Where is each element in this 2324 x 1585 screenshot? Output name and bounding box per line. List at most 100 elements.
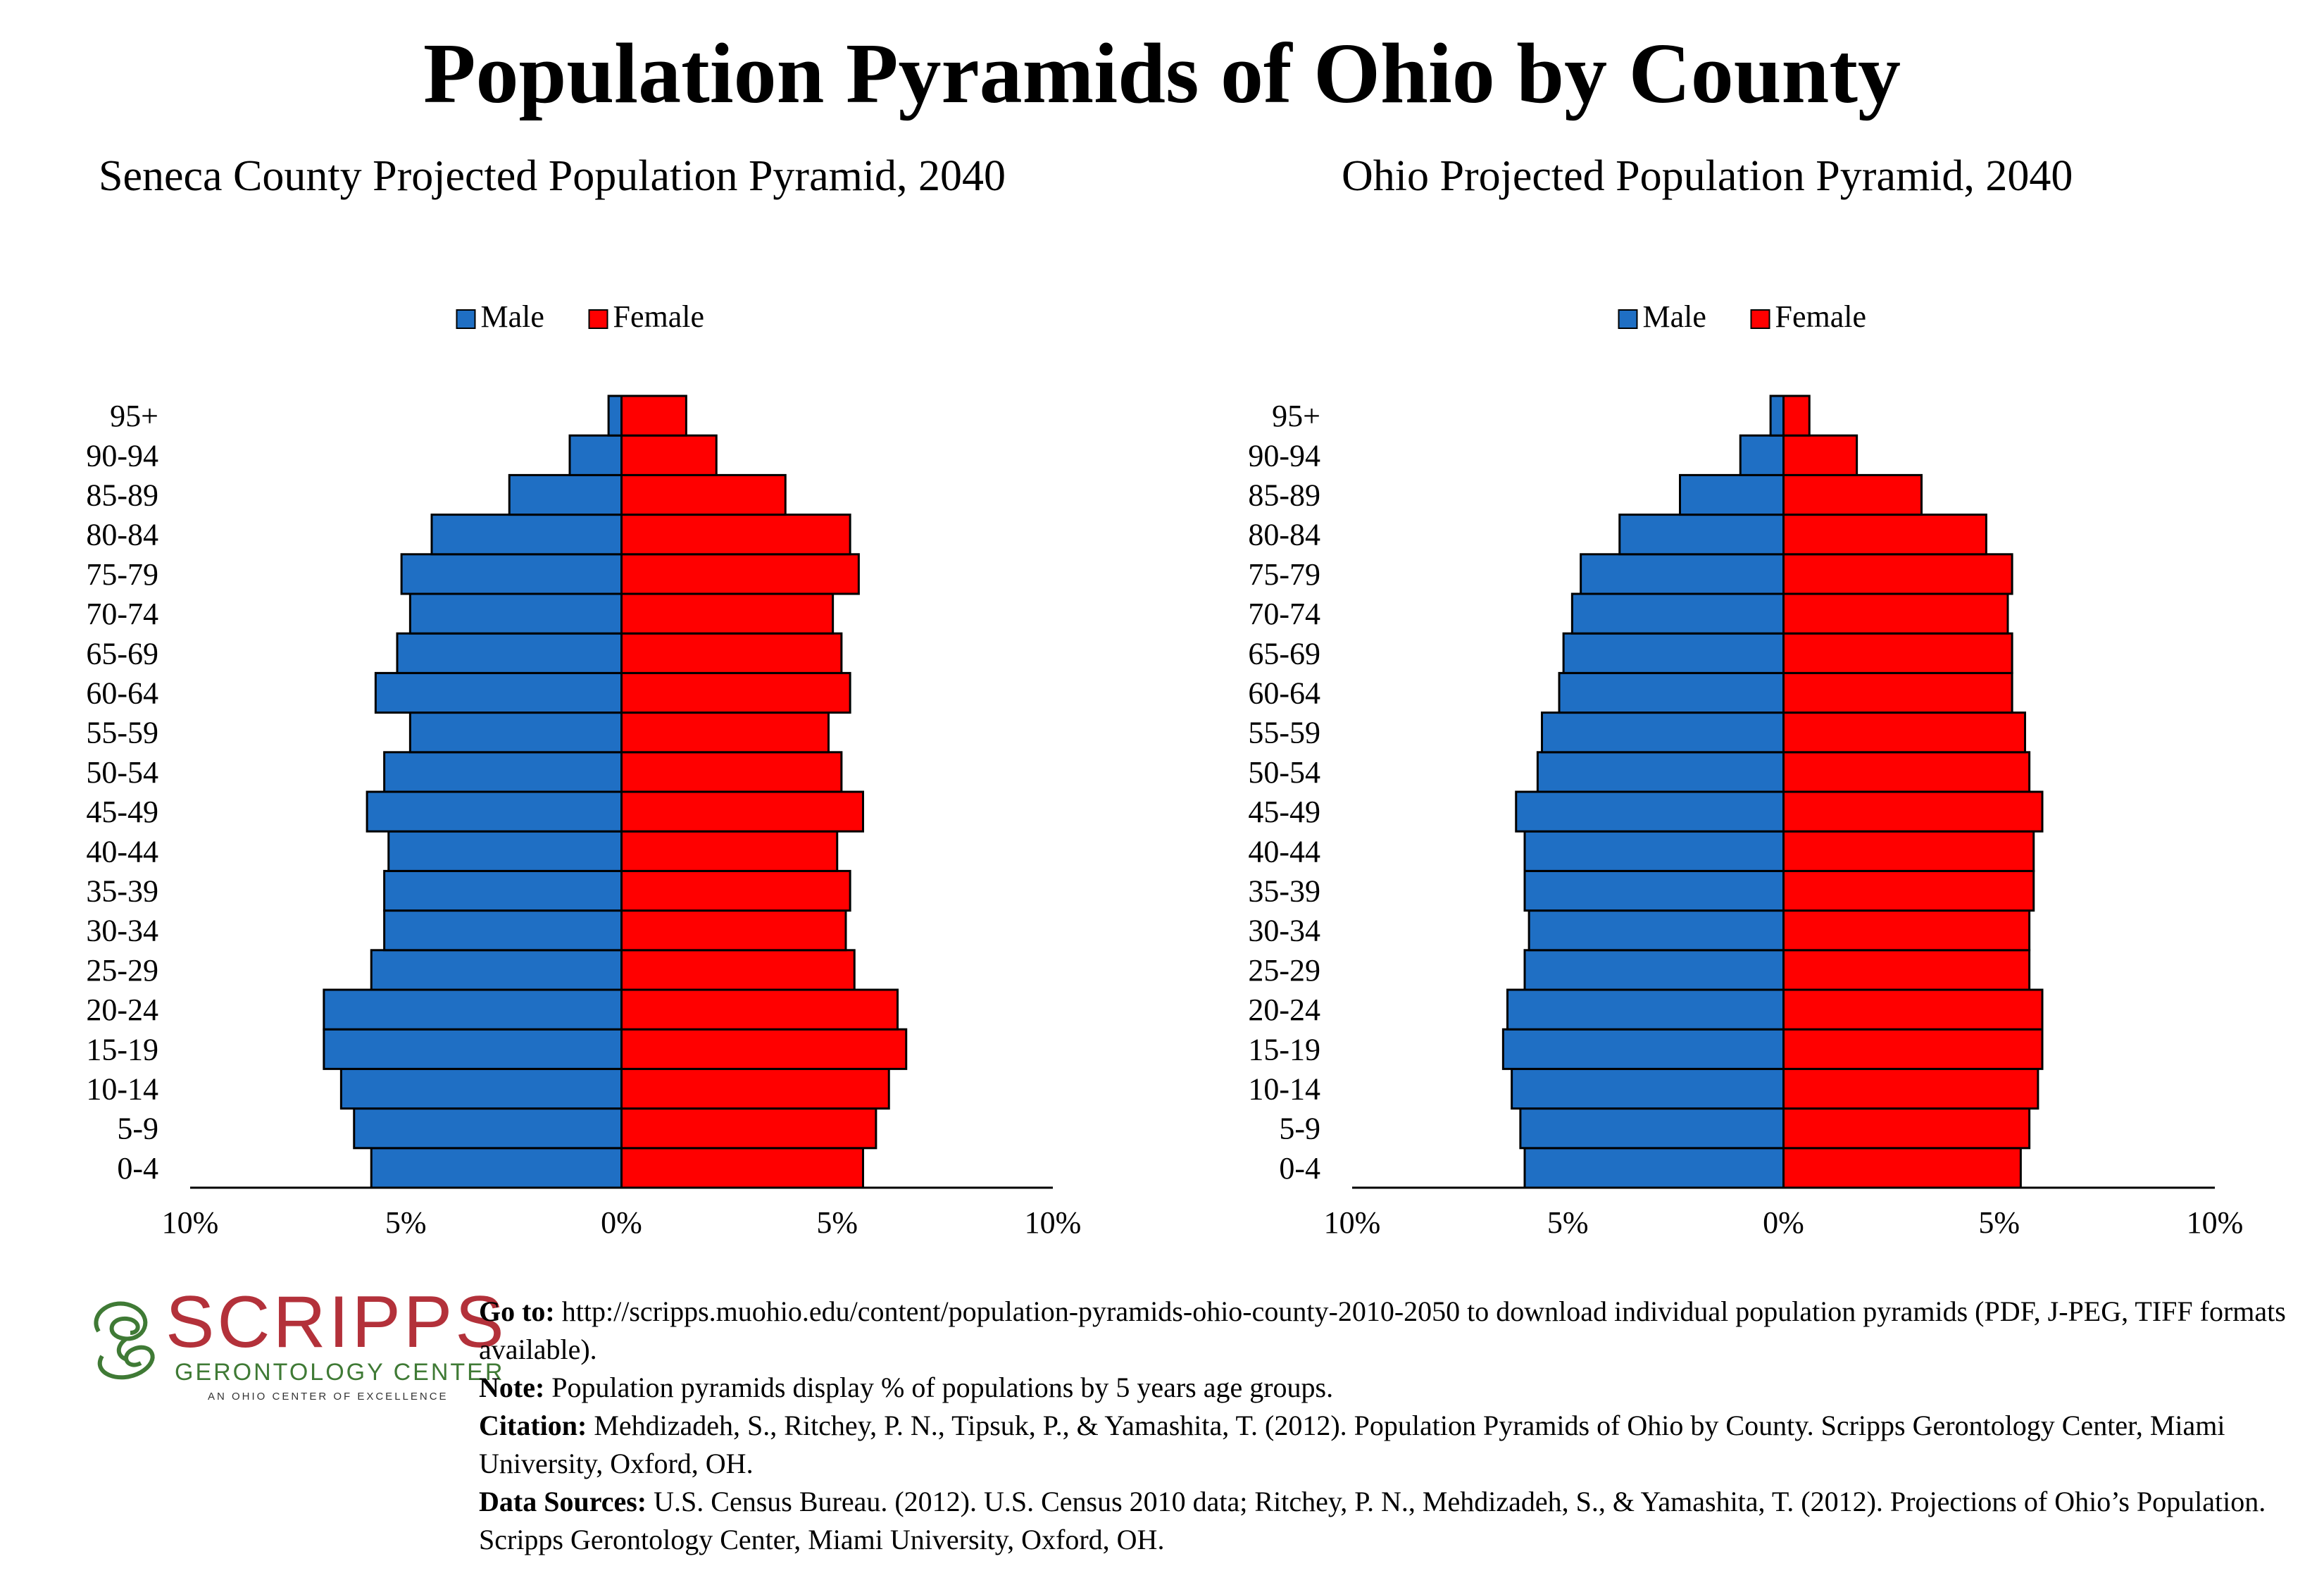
- bar-male-10-14: [339, 1067, 623, 1110]
- age-label-20-24: 20-24: [1248, 993, 1320, 1027]
- bar-male-5-9: [353, 1107, 623, 1150]
- logo-subtitle: GERONTOLOGY CENTER: [175, 1359, 505, 1386]
- x-tick-label: 5%: [1547, 1205, 1589, 1240]
- scripps-swirl-icon: [94, 1301, 155, 1380]
- age-label-75-79: 75-79: [86, 557, 158, 592]
- bar-female-45-49: [1782, 790, 2044, 833]
- bar-male-20-24: [1506, 988, 1785, 1031]
- bar-male-95+: [1769, 394, 1785, 437]
- age-label-25-29: 25-29: [1248, 953, 1320, 988]
- note-sources-text: U.S. Census Bureau. (2012). U.S. Census …: [479, 1486, 2266, 1555]
- bar-male-0-4: [1523, 1147, 1785, 1189]
- age-label-45-49: 45-49: [1248, 795, 1320, 829]
- bar-female-65-69: [1782, 632, 2013, 674]
- age-label-65-69: 65-69: [86, 636, 158, 671]
- legend-swatch-male: [456, 309, 476, 329]
- bar-female-30-34: [620, 909, 847, 952]
- x-tick-label: 10%: [1324, 1205, 1381, 1240]
- age-label-95+: 95+: [1272, 399, 1320, 433]
- age-label-35-39: 35-39: [86, 874, 158, 909]
- bar-male-95+: [607, 394, 623, 437]
- bar-male-50-54: [1536, 751, 1785, 793]
- bar-male-0-4: [370, 1147, 623, 1189]
- note-note-text: Population pyramids display % of populat…: [551, 1372, 1334, 1403]
- bar-male-60-64: [374, 671, 623, 714]
- bar-male-85-89: [508, 473, 623, 516]
- bar-male-50-54: [383, 751, 623, 793]
- legend: Male Female: [456, 299, 704, 334]
- age-label-55-59: 55-59: [1248, 716, 1320, 750]
- x-tick-label: 5%: [385, 1205, 427, 1240]
- bar-male-90-94: [568, 434, 623, 476]
- age-label-70-74: 70-74: [1248, 597, 1320, 631]
- note-sources: Data Sources: U.S. Census Bureau. (2012)…: [479, 1483, 2310, 1559]
- age-label-85-89: 85-89: [1248, 478, 1320, 513]
- bar-female-80-84: [620, 514, 851, 556]
- bar-female-35-39: [1782, 869, 2035, 912]
- note-goto: Go to: http://scripps.muohio.edu/content…: [479, 1293, 2310, 1369]
- bar-male-90-94: [1739, 434, 1785, 476]
- age-label-25-29: 25-29: [86, 953, 158, 988]
- age-label-40-44: 40-44: [1248, 834, 1320, 869]
- age-label-20-24: 20-24: [86, 993, 158, 1027]
- bar-male-40-44: [387, 830, 623, 872]
- age-label-5-9: 5-9: [1279, 1112, 1320, 1146]
- age-label-50-54: 50-54: [86, 755, 158, 790]
- note-citation: Citation: Mehdizadeh, S., Ritchey, P. N.…: [479, 1407, 2310, 1483]
- bar-male-25-29: [1523, 949, 1785, 991]
- bar-female-55-59: [620, 711, 830, 754]
- age-label-55-59: 55-59: [86, 716, 158, 750]
- bar-male-55-59: [408, 711, 623, 754]
- bar-female-70-74: [1782, 592, 2009, 635]
- age-label-60-64: 60-64: [86, 676, 158, 711]
- age-label-30-34: 30-34: [1248, 914, 1320, 948]
- age-label-0-4: 0-4: [117, 1151, 158, 1186]
- age-label-60-64: 60-64: [1248, 676, 1320, 711]
- bar-female-60-64: [620, 671, 851, 714]
- bar-female-15-19: [620, 1028, 908, 1070]
- bar-male-65-69: [396, 632, 623, 674]
- note-note: Note: Population pyramids display % of p…: [479, 1369, 2310, 1407]
- x-tick-label: 10%: [1025, 1205, 1082, 1240]
- page-title: Population Pyramids of Ohio by County: [423, 26, 1901, 121]
- bar-male-15-19: [323, 1028, 623, 1070]
- bar-female-0-4: [620, 1147, 864, 1189]
- bar-male-60-64: [1558, 671, 1785, 714]
- bar-male-75-79: [400, 553, 623, 595]
- bar-female-75-79: [1782, 553, 2013, 595]
- age-label-45-49: 45-49: [86, 795, 158, 829]
- age-label-35-39: 35-39: [1248, 874, 1320, 909]
- pyramid-chart-ohio: Male Female 0-4 5-9 10-14 15-19 20-24 25-29 30-3…: [1248, 299, 2243, 1240]
- bar-male-45-49: [1515, 790, 1785, 833]
- bar-female-45-49: [620, 790, 864, 833]
- bar-male-70-74: [1570, 592, 1785, 635]
- note-citation-label: Citation:: [479, 1410, 587, 1441]
- age-label-90-94: 90-94: [1248, 438, 1320, 473]
- age-label-0-4: 0-4: [1279, 1151, 1320, 1186]
- bar-female-5-9: [620, 1107, 877, 1150]
- age-label-15-19: 15-19: [1248, 1032, 1320, 1067]
- x-tick-label: 5%: [1978, 1205, 2020, 1240]
- age-label-50-54: 50-54: [1248, 755, 1320, 790]
- bar-female-50-54: [620, 751, 843, 793]
- bar-male-75-79: [1580, 553, 1785, 595]
- x-tick-label: 5%: [816, 1205, 858, 1240]
- bar-male-35-39: [1523, 869, 1785, 912]
- legend-label-male: Male: [481, 299, 544, 334]
- bar-female-0-4: [1782, 1147, 2022, 1189]
- legend: Male Female: [1618, 299, 1866, 334]
- bar-female-90-94: [620, 434, 718, 476]
- bar-female-60-64: [1782, 671, 2013, 714]
- bar-female-55-59: [1782, 711, 2026, 754]
- scripps-logo: SCRIPPS GERONTOLOGY CENTER AN OHIO CENTE…: [85, 1283, 504, 1409]
- age-label-65-69: 65-69: [1248, 636, 1320, 671]
- bar-female-20-24: [620, 988, 899, 1031]
- bar-female-25-29: [1782, 949, 2031, 991]
- bar-female-40-44: [1782, 830, 2035, 872]
- bar-female-25-29: [620, 949, 856, 991]
- x-tick-label: 10%: [162, 1205, 219, 1240]
- bar-male-70-74: [408, 592, 623, 635]
- chart-title-seneca: Seneca County Projected Population Pyram…: [99, 152, 1006, 200]
- bar-female-85-89: [1782, 473, 1923, 516]
- note-goto-text: http://scripps.muohio.edu/content/popula…: [479, 1295, 2286, 1365]
